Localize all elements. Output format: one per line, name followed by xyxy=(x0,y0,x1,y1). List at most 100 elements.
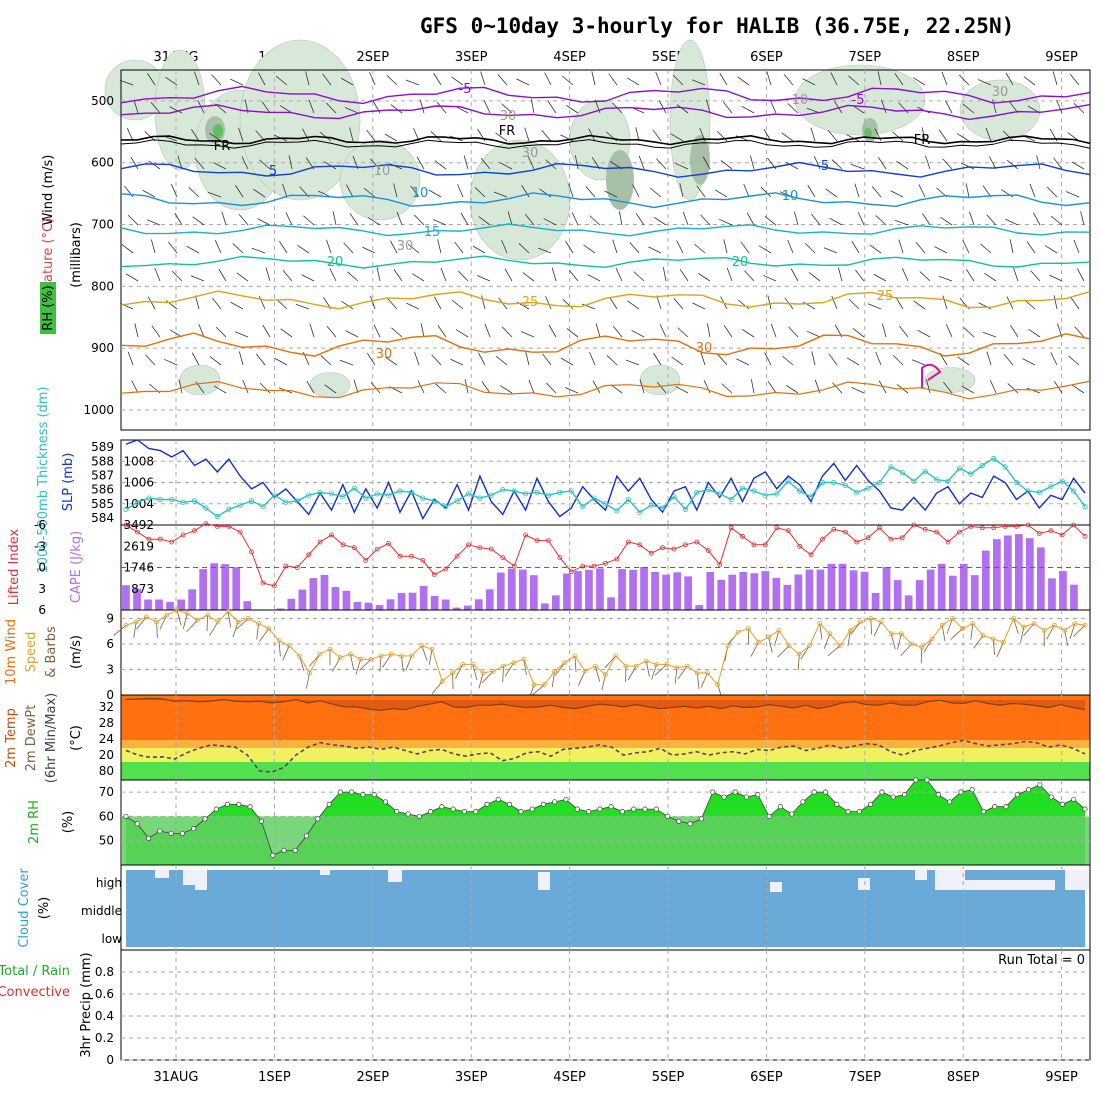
cape-bar xyxy=(243,601,252,610)
wind10-barb xyxy=(900,643,912,656)
rh-point xyxy=(1071,796,1077,802)
li-point xyxy=(877,525,882,531)
wind-barb xyxy=(174,212,183,226)
wind-barb xyxy=(846,134,860,142)
wind10-barb xyxy=(379,655,382,672)
rh-point xyxy=(969,787,975,793)
thickness-point xyxy=(876,479,883,486)
wind10-point xyxy=(1011,616,1016,621)
cape-bar xyxy=(827,563,836,610)
wind10-point xyxy=(725,643,731,649)
thickness-point xyxy=(1002,464,1008,470)
temp-band xyxy=(121,740,1090,748)
wind-barb xyxy=(241,156,249,170)
rh-point xyxy=(924,777,930,783)
cape-bar xyxy=(750,573,759,610)
wind10-point xyxy=(470,662,476,667)
cloud-gap xyxy=(388,870,402,882)
chart-title: GFS 0~10day 3-hourly for HALIB (36.75E, … xyxy=(420,14,1014,38)
wind-barb xyxy=(238,214,249,226)
wind-barb xyxy=(986,351,992,366)
cape-bar xyxy=(761,571,770,610)
cape-bar xyxy=(794,574,803,610)
wind-barb xyxy=(1053,295,1058,310)
wind-barb xyxy=(811,351,816,366)
cloud-gap xyxy=(935,870,965,890)
wind10-point xyxy=(429,646,435,652)
wind-barb xyxy=(476,275,491,282)
day-label-top: 4SEP xyxy=(553,50,586,65)
wind-barb xyxy=(1071,161,1085,170)
wind-barb xyxy=(894,219,909,226)
wind-barb xyxy=(700,214,711,226)
wind10-point xyxy=(296,653,302,659)
wind10-barb xyxy=(136,616,147,630)
wind-barb xyxy=(154,267,161,282)
wind-barb xyxy=(303,215,315,226)
wind-barb xyxy=(545,382,557,394)
wind-barb xyxy=(618,211,623,226)
wind-barb xyxy=(672,74,684,86)
cape-bar xyxy=(805,569,814,610)
wind-barb xyxy=(653,352,662,366)
wind10-point xyxy=(980,633,986,638)
thickness-point xyxy=(214,513,220,520)
wind-barb xyxy=(738,299,750,310)
wind-barb xyxy=(147,296,156,310)
li-point xyxy=(443,566,449,572)
rh-point xyxy=(1014,792,1020,798)
thickness-point xyxy=(249,498,255,504)
wind10-point xyxy=(786,643,792,649)
li-point xyxy=(580,563,586,569)
wind-barb xyxy=(726,267,733,282)
wind10-barb xyxy=(113,624,127,636)
wind10-barb xyxy=(478,672,484,689)
wind-barb xyxy=(675,162,689,170)
wind-barb xyxy=(484,323,491,338)
wind10-barb xyxy=(850,621,861,635)
thickness-point xyxy=(625,496,631,503)
cape-bar xyxy=(607,597,615,610)
day-label-top: 3SEP xyxy=(455,50,488,65)
wind-barb xyxy=(544,72,552,86)
thickness-point xyxy=(146,495,152,501)
wind-barb xyxy=(345,330,359,338)
wind-barb xyxy=(832,382,843,394)
li-point xyxy=(751,542,757,548)
series-temp xyxy=(125,697,1086,711)
cloud-tick: high xyxy=(96,876,122,890)
cloud-tick: low xyxy=(102,932,123,946)
wind-barb xyxy=(478,352,486,366)
rh-point xyxy=(213,806,219,812)
wind-barb xyxy=(525,351,530,366)
cape-bar xyxy=(452,607,461,610)
wind10-barb xyxy=(236,618,249,630)
wind10-barb xyxy=(873,621,882,637)
wind-barb xyxy=(127,214,139,226)
wind10-barb xyxy=(209,621,219,636)
wind-barb xyxy=(363,187,376,198)
wind-barb xyxy=(881,99,887,114)
wind-barb xyxy=(148,160,161,170)
wind-barb xyxy=(867,303,882,310)
rh-point xyxy=(879,789,885,795)
rh-legend-box xyxy=(40,282,56,334)
cape-bar xyxy=(1048,578,1056,610)
li-point xyxy=(306,552,312,558)
wind10-point xyxy=(909,641,914,647)
wind10-point xyxy=(460,662,466,667)
wind-barb xyxy=(702,156,711,170)
wind10-barb xyxy=(1046,625,1055,640)
wind-barb xyxy=(769,100,777,114)
wind-barb xyxy=(370,295,376,310)
thickness-point xyxy=(488,492,494,498)
cape-bar xyxy=(122,585,130,610)
wind10-barb xyxy=(186,619,198,633)
thickness-point xyxy=(123,506,129,512)
wind10-point xyxy=(174,607,180,613)
rh-point xyxy=(495,796,501,802)
wind-barb xyxy=(186,245,200,254)
series-slp xyxy=(125,439,1086,521)
wind10-point xyxy=(235,619,241,625)
rh-point xyxy=(224,801,231,807)
